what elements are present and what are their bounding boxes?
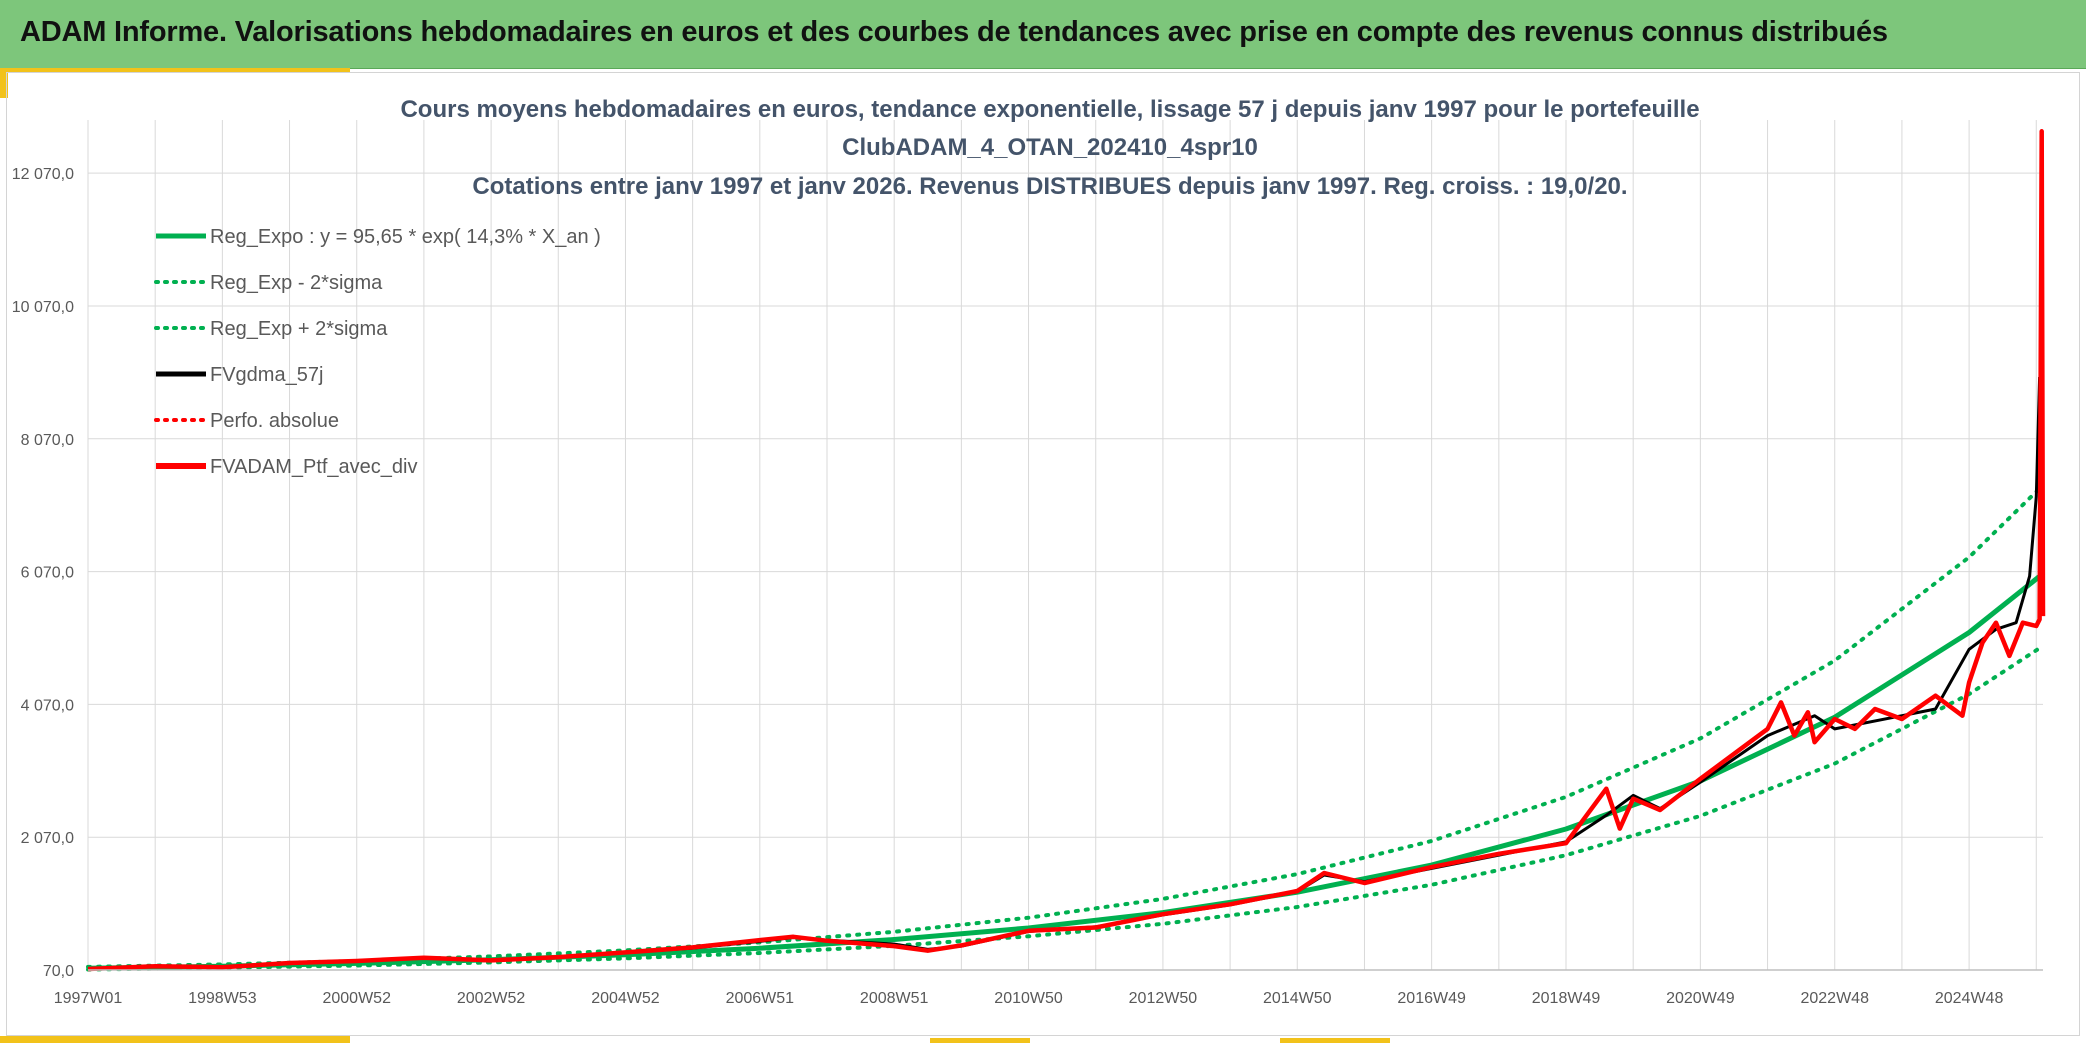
legend: Reg_Expo : y = 95,65 * exp( 14,3% * X_an…: [154, 226, 601, 478]
accent-bar-bottom-mid: [930, 1038, 1030, 1043]
series-fvadam-ptf-avec-div: [87, 129, 2046, 972]
x-tick-label: 2002W52: [457, 990, 526, 1007]
x-tick-label: 2004W52: [591, 990, 660, 1007]
header-banner: ADAM Informe. Valorisations hebdomadaire…: [0, 0, 2086, 69]
accent-bar-left: [0, 68, 8, 98]
x-tick-label: 2016W49: [1397, 990, 1466, 1007]
x-tick-label: 2014W50: [1263, 990, 1332, 1007]
x-tick-label: 2000W52: [322, 990, 391, 1007]
accent-bar-bottom-left: [0, 1036, 350, 1043]
legend-label: Reg_Expo : y = 95,65 * exp( 14,3% * X_an…: [210, 226, 601, 248]
legend-label: FVADAM_Ptf_avec_div: [210, 456, 418, 478]
series-reg-exp-minus-2sigma: [86, 643, 2045, 972]
y-tick-label: 70,0: [43, 963, 74, 980]
x-tick-label: 2008W51: [860, 990, 929, 1007]
y-tick-label: 12 070,0: [12, 166, 74, 183]
page-title: ADAM Informe. Valorisations hebdomadaire…: [20, 16, 1888, 48]
chart-title-line-1: Cours moyens hebdomadaires en euros, ten…: [400, 96, 1699, 123]
y-tick-label: 8 070,0: [21, 432, 74, 449]
x-tick-label: 2012W50: [1129, 990, 1198, 1007]
series: [86, 129, 2046, 972]
accent-bar-bottom-mid-2: [1280, 1038, 1390, 1043]
chart-title-line-3: Cotations entre janv 1997 et janv 2026. …: [472, 173, 1627, 200]
x-tick-label: 1997W01: [54, 990, 123, 1007]
y-tick-label: 2 070,0: [21, 830, 74, 847]
x-tick-label: 2022W48: [1800, 990, 1869, 1007]
series-reg-expo: [87, 571, 2045, 971]
y-tick-label: 10 070,0: [12, 299, 74, 316]
x-tick-label: 1998W53: [188, 990, 257, 1007]
x-tick-label: 2010W50: [994, 990, 1063, 1007]
x-tick-label: 2020W49: [1666, 990, 1735, 1007]
legend-label: Reg_Exp + 2*sigma: [210, 318, 388, 340]
series-reg-exp-plus-2sigma: [86, 483, 2045, 969]
x-tick-label: 2018W49: [1532, 990, 1601, 1007]
legend-label: Reg_Exp - 2*sigma: [210, 272, 383, 294]
x-tick-label: 2024W48: [1935, 990, 2004, 1007]
chart-title-line-2: ClubADAM_4_OTAN_202410_4spr10: [842, 134, 1258, 161]
legend-label: FVgdma_57j: [210, 364, 323, 386]
chart-title: Cours moyens hebdomadaires en euros, ten…: [400, 96, 1699, 200]
chart-frame: [6, 72, 2080, 1036]
accent-bar-top: [0, 68, 350, 73]
x-tick-label: 2006W51: [726, 990, 795, 1007]
grid: [87, 120, 2043, 971]
y-tick-label: 4 070,0: [21, 697, 74, 714]
legend-label: Perfo. absolue: [210, 410, 339, 432]
y-tick-label: 6 070,0: [21, 565, 74, 582]
axes: 70,0 2 070,0 4 070,0 6 070,0 8 070,0 10 070,0…: [12, 166, 2043, 1007]
